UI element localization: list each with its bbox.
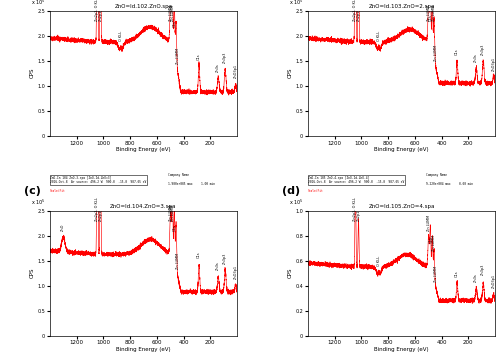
Text: Zn3s: Zn3s [474,53,478,61]
Text: Zn2p1: Zn2p1 [98,209,102,221]
Title: ZnO=Id.102.ZnO.spa: ZnO=Id.102.ZnO.spa [114,4,172,9]
X-axis label: Binding Energy (eV): Binding Energy (eV) [116,147,171,152]
Text: ZnO3p1: ZnO3p1 [492,275,496,288]
Text: C1s: C1s [455,270,459,277]
Text: Zn LUMM: Zn LUMM [426,215,430,231]
Text: Zn2p3, O KLL: Zn2p3, O KLL [354,197,358,221]
Text: O KLL: O KLL [119,31,123,41]
Text: x 10$^{5}$: x 10$^{5}$ [290,0,304,7]
Text: Zn2p3, O KLL: Zn2p3, O KLL [96,197,100,221]
Text: O1s: O1s [429,236,433,243]
Text: ZnO3p1: ZnO3p1 [492,56,496,71]
Y-axis label: CPS: CPS [30,268,35,278]
Text: O KLL: O KLL [377,256,381,266]
Text: Zn LUMM: Zn LUMM [434,45,438,61]
Text: ZnO: ZnO [62,223,66,231]
Title: ZnO=Id.103.ZnO=2.spa: ZnO=Id.103.ZnO=2.spa [368,4,435,9]
Text: (d): (d) [282,186,300,196]
Text: Zn LUMM: Zn LUMM [168,205,172,221]
Text: Scale/Fit: Scale/Fit [50,189,66,193]
Text: ZnO3p1: ZnO3p1 [234,64,237,78]
X-axis label: Binding Energy (eV): Binding Energy (eV) [116,347,171,352]
Text: Zn3p3: Zn3p3 [223,51,227,62]
Y-axis label: CPS: CPS [288,68,292,79]
X-axis label: Binding Energy (eV): Binding Energy (eV) [374,147,429,152]
Text: Zn LUMM: Zn LUMM [176,48,180,64]
Text: x 10$^{5}$: x 10$^{5}$ [32,197,46,207]
Text: Zn2p1: Zn2p1 [356,209,360,221]
Text: Zn LUMM: Zn LUMM [426,5,430,21]
Text: ZnO-In 104 ZnO-3.spa [ZnO-Id.ZnO=3]
2016-Oct-8  Ar source: 496.2 W  900.0  -15.0: ZnO-In 104 ZnO-3.spa [ZnO-Id.ZnO=3] 2016… [50,176,146,184]
Text: Zn2p3, O KLL: Zn2p3, O KLL [354,0,358,21]
Text: Zn LUMM: Zn LUMM [434,266,438,282]
Text: C1s: C1s [197,252,201,258]
Text: x 10$^{5}$: x 10$^{5}$ [290,197,304,207]
Text: 0.60 min: 0.60 min [458,182,472,186]
Text: 1.00 min: 1.00 min [200,182,214,186]
Text: Zn2p1: Zn2p1 [356,9,360,21]
Text: Zn3p3: Zn3p3 [223,253,227,264]
Text: Zn2p3, O KLL: Zn2p3, O KLL [96,0,100,21]
Text: (c): (c) [24,186,40,196]
Text: Zn3s: Zn3s [216,262,220,271]
Y-axis label: CPS: CPS [288,268,292,278]
Text: Company Name: Company Name [426,173,447,177]
Text: ZnO-In 105 ZnO-4.spa [ZnO-Id.ZnO-4]
2016-Oct-8  Ar source: 496.2 W  900.0  -15.0: ZnO-In 105 ZnO-4.spa [ZnO-Id.ZnO-4] 2016… [308,176,404,184]
X-axis label: Binding Energy (eV): Binding Energy (eV) [374,347,429,352]
Text: O KLL: O KLL [377,31,381,41]
Text: O1s: O1s [173,20,177,27]
Text: 9.220e+004 max: 9.220e+004 max [426,182,450,186]
Text: Zn3p3: Zn3p3 [481,264,485,276]
Title: ZnO=Id.105.ZnO=4.spa: ZnO=Id.105.ZnO=4.spa [368,204,435,209]
Text: Zn LUMM: Zn LUMM [176,253,180,269]
Text: C1s: C1s [197,54,201,60]
Text: Zn3p3: Zn3p3 [481,44,485,55]
Text: Zn2p1: Zn2p1 [98,9,102,21]
Text: ZnO3p1: ZnO3p1 [234,265,237,279]
Text: Zn LUMM: Zn LUMM [432,5,436,21]
Text: Zn LUMM: Zn LUMM [168,5,172,21]
Y-axis label: CPS: CPS [30,68,35,79]
Text: Zn3s: Zn3s [216,63,220,72]
Text: Company Name: Company Name [168,173,189,177]
Text: O1s: O1s [429,14,433,21]
Text: O1s: O1s [173,224,177,231]
Text: C1s: C1s [455,48,459,55]
Text: Zn LUMM: Zn LUMM [170,205,174,221]
Text: x 10$^{5}$: x 10$^{5}$ [32,0,46,7]
Text: Zn3s: Zn3s [474,274,478,282]
Text: 1.900e+005 max: 1.900e+005 max [168,182,192,186]
Text: Scale/Fit: Scale/Fit [308,189,324,193]
Text: Zn LUMM: Zn LUMM [170,5,174,21]
Title: ZnO=Id.104.ZnO=3.spa: ZnO=Id.104.ZnO=3.spa [110,204,176,209]
Text: Zn LUMM: Zn LUMM [432,235,436,251]
